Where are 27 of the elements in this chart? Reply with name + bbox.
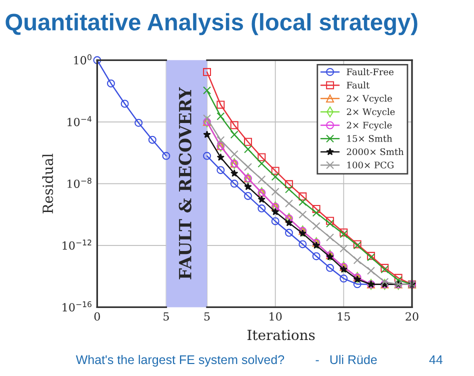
y-axis-title: Residual	[42, 154, 54, 214]
legend-label: 2× Wcycle	[346, 108, 395, 118]
legend-label: 2000× Smth	[346, 148, 404, 156]
y-tick-label: 10$^{0}$	[74, 54, 92, 64]
y-tick-label: 10$^{−12}$	[62, 240, 92, 250]
legend-label: Fault	[346, 82, 370, 89]
x-tick-label: 10	[270, 312, 282, 321]
x-tick-label: 15	[338, 312, 350, 321]
x-axis-title: Iterations	[247, 330, 315, 340]
x-tick-label: 0	[94, 312, 100, 321]
y-tick-label: 10$^{−8}$	[68, 178, 92, 188]
y-tick-label: 10$^{−16}$	[62, 301, 92, 312]
legend-label: 100× PCG	[347, 162, 394, 168]
text: 44	[429, 355, 443, 364]
x-tick-label: 5	[164, 312, 169, 321]
chart-title: Quantitative Analysis (local strategy)	[6, 13, 418, 36]
text: -	[316, 360, 319, 362]
legend-label: 2× Vcycle	[346, 94, 392, 104]
legend-label: 15× Smth	[347, 134, 392, 142]
legend-label: 2× Fcycle	[346, 122, 392, 130]
x-tick-label: 5	[204, 312, 210, 321]
text: FAULT & RECOVERY	[178, 87, 192, 280]
text: Uli Rüde	[330, 354, 377, 364]
legend-label: Fault-Free	[346, 68, 394, 76]
x-tick-label: 20	[406, 312, 418, 321]
y-tick-label: 10$^{−4}$	[68, 116, 92, 126]
text: What's the largest FE system solved?	[76, 354, 284, 367]
